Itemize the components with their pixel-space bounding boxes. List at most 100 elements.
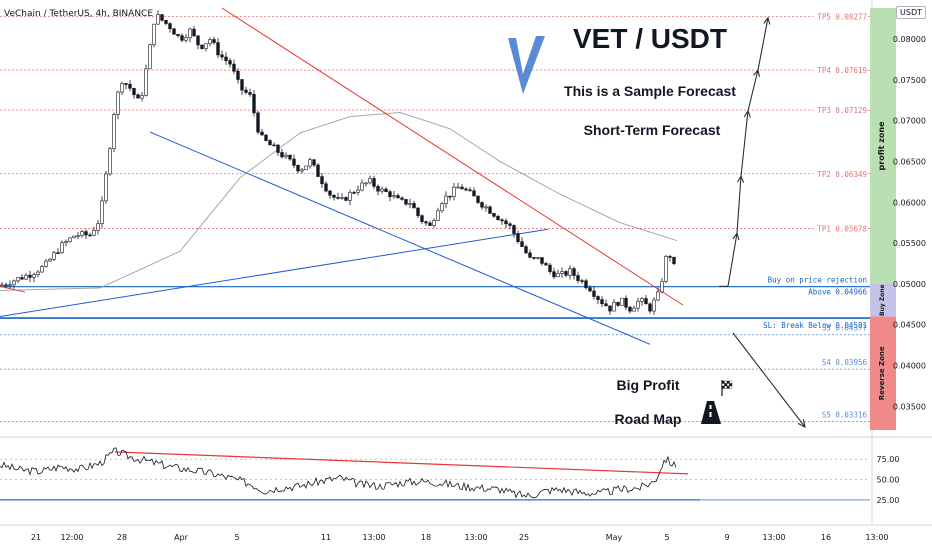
candle-body (96, 223, 100, 231)
candle-body (224, 56, 228, 61)
candle-body (396, 195, 400, 199)
candle-body (60, 242, 64, 254)
resistance-trendline (221, 7, 684, 306)
time-tick-15: 13:00 (865, 533, 888, 542)
candle (536, 257, 540, 260)
candle (656, 287, 660, 302)
candle-body (492, 213, 496, 217)
candle-body (424, 221, 428, 224)
candle (532, 256, 536, 260)
candle (376, 184, 380, 196)
candle-body (364, 182, 368, 185)
candle (584, 278, 588, 290)
chart-title: VET / USDT (573, 23, 727, 54)
candle (572, 266, 576, 280)
candle-body (256, 112, 260, 133)
candle-body (372, 178, 376, 187)
candle-body (480, 202, 484, 208)
candle-body (232, 63, 236, 72)
candle-body (268, 140, 272, 146)
flag-cell (729, 385, 733, 389)
candle (248, 88, 252, 97)
candle (456, 182, 460, 189)
candle-body (504, 220, 508, 225)
unit-badge[interactable]: USDT (896, 6, 926, 19)
candle (648, 302, 652, 314)
candle-body (168, 23, 172, 30)
candle (320, 172, 324, 188)
time-tick-13: 13:00 (762, 533, 785, 542)
candle-body (460, 186, 464, 190)
level-label-bg-4 (813, 223, 867, 234)
candle-body (80, 231, 84, 236)
candle-body (16, 277, 20, 282)
candle-body (36, 271, 40, 276)
profit-zone-label: profit zone (877, 121, 886, 171)
candle (24, 272, 28, 280)
candle (628, 305, 632, 314)
candle (344, 196, 348, 202)
candle-body (108, 148, 112, 175)
candle (200, 44, 204, 50)
candle-body (84, 231, 88, 236)
candle-body (640, 298, 644, 302)
flag-cell (724, 385, 728, 389)
candle (192, 25, 196, 38)
candle (324, 181, 328, 193)
candle (388, 189, 392, 202)
candle (508, 222, 512, 230)
candle-body (596, 296, 600, 300)
flag-cell (726, 385, 730, 389)
candle (484, 204, 488, 212)
candle-body (332, 194, 336, 198)
candle-body (520, 241, 524, 247)
candle-body (340, 197, 344, 199)
candle-body (20, 277, 24, 280)
level-label-1: TP4 0.07619 (817, 66, 867, 75)
candle-body (176, 34, 180, 36)
candle (640, 297, 644, 306)
candle-body (656, 291, 660, 301)
candle-body (88, 234, 92, 237)
time-tick-6: 13:00 (362, 533, 385, 542)
candle-body (428, 222, 432, 226)
candle-body (464, 188, 468, 191)
candle-body (528, 252, 532, 258)
road-map-label: Road Map (615, 411, 682, 427)
candle-body (612, 302, 616, 312)
candle (212, 36, 216, 45)
level-label-7: SL: Break Below 0.04581 (763, 321, 867, 330)
candle (72, 235, 76, 239)
candle (288, 154, 292, 161)
flag-cell (721, 380, 725, 384)
candle-body (296, 165, 300, 172)
candle-body (652, 299, 656, 312)
candle-body (476, 195, 480, 203)
candle (116, 90, 120, 120)
candle-body (240, 79, 244, 91)
candle (380, 186, 384, 194)
candle (544, 261, 548, 266)
candle-body (248, 92, 252, 95)
big-profit-label: Big Profit (617, 377, 680, 393)
candle-body (532, 257, 536, 259)
price-tick-7: 0.04500 (893, 321, 926, 330)
candle (52, 250, 56, 262)
candle (392, 190, 396, 199)
candle-body (100, 200, 104, 224)
level-label-9: S4 0.03956 (822, 358, 868, 367)
candle (48, 257, 52, 262)
candle-body (436, 210, 440, 221)
candle (208, 37, 212, 47)
candle-body (56, 252, 60, 254)
candle-body (456, 186, 460, 189)
candle (196, 35, 200, 50)
candle-body (120, 83, 124, 93)
candle-body (580, 280, 584, 282)
candle-body (660, 281, 664, 293)
candle (488, 205, 492, 214)
candle (172, 27, 176, 35)
flag-cell (721, 385, 725, 389)
candle (84, 229, 88, 240)
candle (400, 196, 404, 201)
